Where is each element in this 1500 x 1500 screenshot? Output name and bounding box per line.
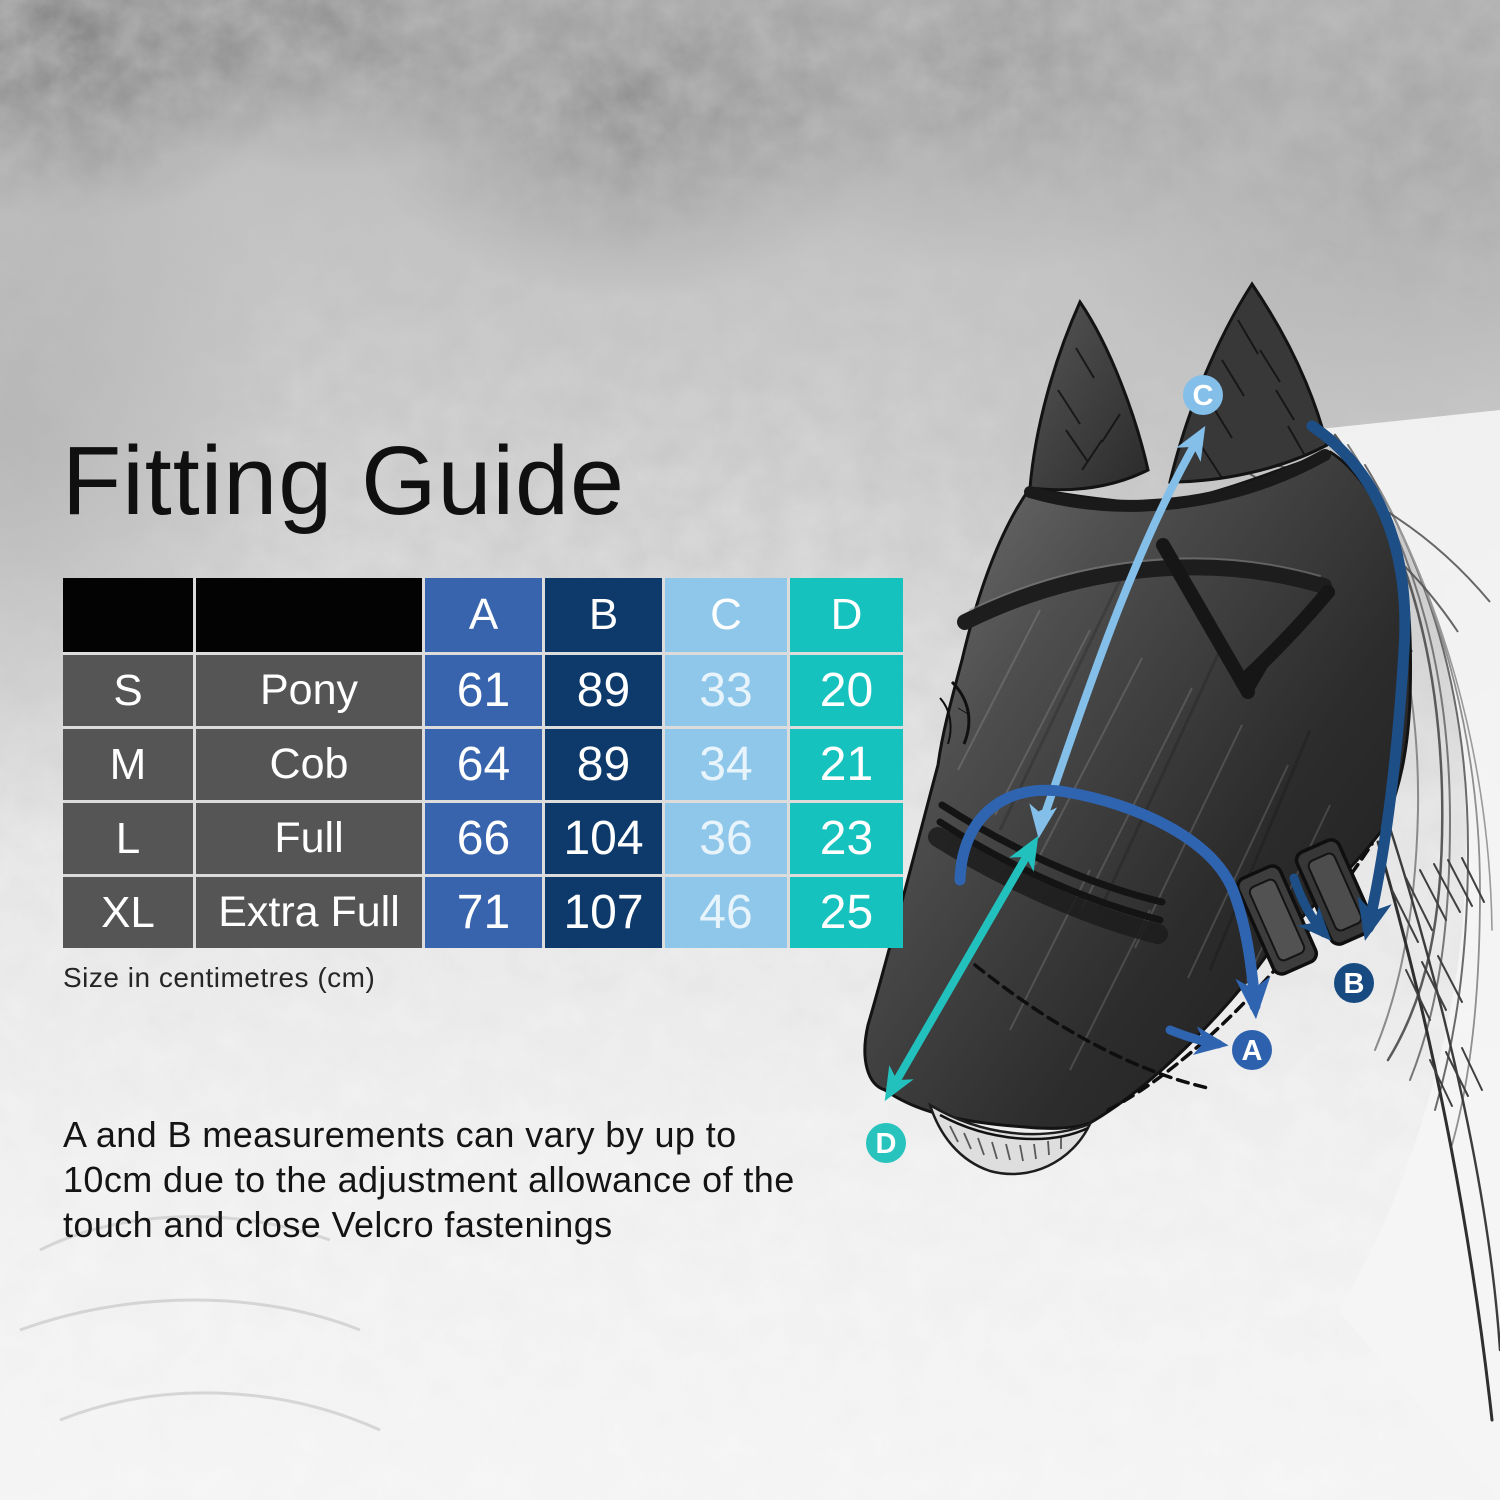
value-a: 66 bbox=[425, 803, 542, 874]
marker-a-letter: A bbox=[1242, 1035, 1263, 1067]
measurement-arrow-d bbox=[884, 841, 1037, 1102]
marker-b-circle bbox=[1334, 963, 1374, 1003]
row-size-label: M bbox=[63, 729, 193, 800]
marker-d-circle bbox=[866, 1123, 906, 1163]
value-a: 64 bbox=[425, 729, 542, 800]
column-header-a: A bbox=[425, 578, 542, 652]
mane-sketch bbox=[1324, 433, 1500, 1422]
page-title: Fitting Guide bbox=[62, 426, 625, 535]
value-c: 36 bbox=[665, 803, 787, 874]
marker-b-letter: B bbox=[1344, 968, 1365, 1000]
row-name: Cob bbox=[196, 729, 422, 800]
value-b: 89 bbox=[545, 655, 662, 726]
value-d: 20 bbox=[790, 655, 903, 726]
value-b: 89 bbox=[545, 729, 662, 800]
velcro-tabs bbox=[1235, 838, 1376, 976]
table-corner-cell bbox=[63, 578, 193, 652]
measurement-arrow-c bbox=[1036, 425, 1206, 832]
row-size-label: L bbox=[63, 803, 193, 874]
row-name: Full bbox=[196, 803, 422, 874]
marker-c-letter: C bbox=[1193, 380, 1214, 412]
column-header-b: B bbox=[545, 578, 662, 652]
value-b: 107 bbox=[545, 877, 662, 948]
column-header-d: D bbox=[790, 578, 903, 652]
cheek-strap bbox=[1235, 585, 1335, 689]
measurement-markers: C B A D bbox=[866, 375, 1374, 1163]
value-a: 71 bbox=[425, 877, 542, 948]
units-caption: Size in centimetres (cm) bbox=[63, 962, 376, 993]
stitch-seam-1 bbox=[973, 963, 1210, 1090]
value-d: 25 bbox=[790, 877, 903, 948]
measurement-note: A and B measurements can vary by up to 1… bbox=[63, 1114, 795, 1245]
left-ear bbox=[1028, 298, 1150, 492]
crown-strap bbox=[1024, 449, 1331, 512]
value-c: 34 bbox=[665, 729, 787, 800]
measurement-arrows bbox=[884, 420, 1411, 1102]
row-size-label: XL bbox=[63, 877, 193, 948]
row-name: Extra Full bbox=[196, 877, 422, 948]
value-d: 23 bbox=[790, 803, 903, 874]
measurement-arrow-b bbox=[1306, 420, 1411, 941]
column-header-c: C bbox=[665, 578, 787, 652]
marker-a-circle bbox=[1232, 1030, 1272, 1070]
browband-strap bbox=[957, 559, 1332, 630]
row-name: Pony bbox=[196, 655, 422, 726]
value-a: 61 bbox=[425, 655, 542, 726]
eye-dart-sketch bbox=[939, 680, 971, 745]
muzzle-sketch bbox=[927, 1102, 1093, 1176]
neck-area bbox=[1310, 410, 1500, 1500]
fern-sketch bbox=[19, 1215, 381, 1432]
measurement-arrow-a bbox=[954, 784, 1271, 1020]
noseband-top bbox=[938, 801, 1166, 906]
horse-head-illustration: C B A D bbox=[863, 281, 1500, 1500]
diagonal-strap bbox=[1156, 538, 1255, 699]
marker-c-circle bbox=[1183, 375, 1223, 415]
ear-hatching bbox=[1057, 319, 1305, 479]
value-b: 104 bbox=[545, 803, 662, 874]
value-c: 46 bbox=[665, 877, 787, 948]
value-d: 21 bbox=[790, 729, 903, 800]
row-size-label: S bbox=[63, 655, 193, 726]
value-c: 33 bbox=[665, 655, 787, 726]
table-corner-cell bbox=[196, 578, 422, 652]
size-table: A B C D S Pony 61 89 33 20 M Cob 64 89 3… bbox=[63, 578, 903, 948]
marker-d-letter: D bbox=[876, 1128, 897, 1160]
